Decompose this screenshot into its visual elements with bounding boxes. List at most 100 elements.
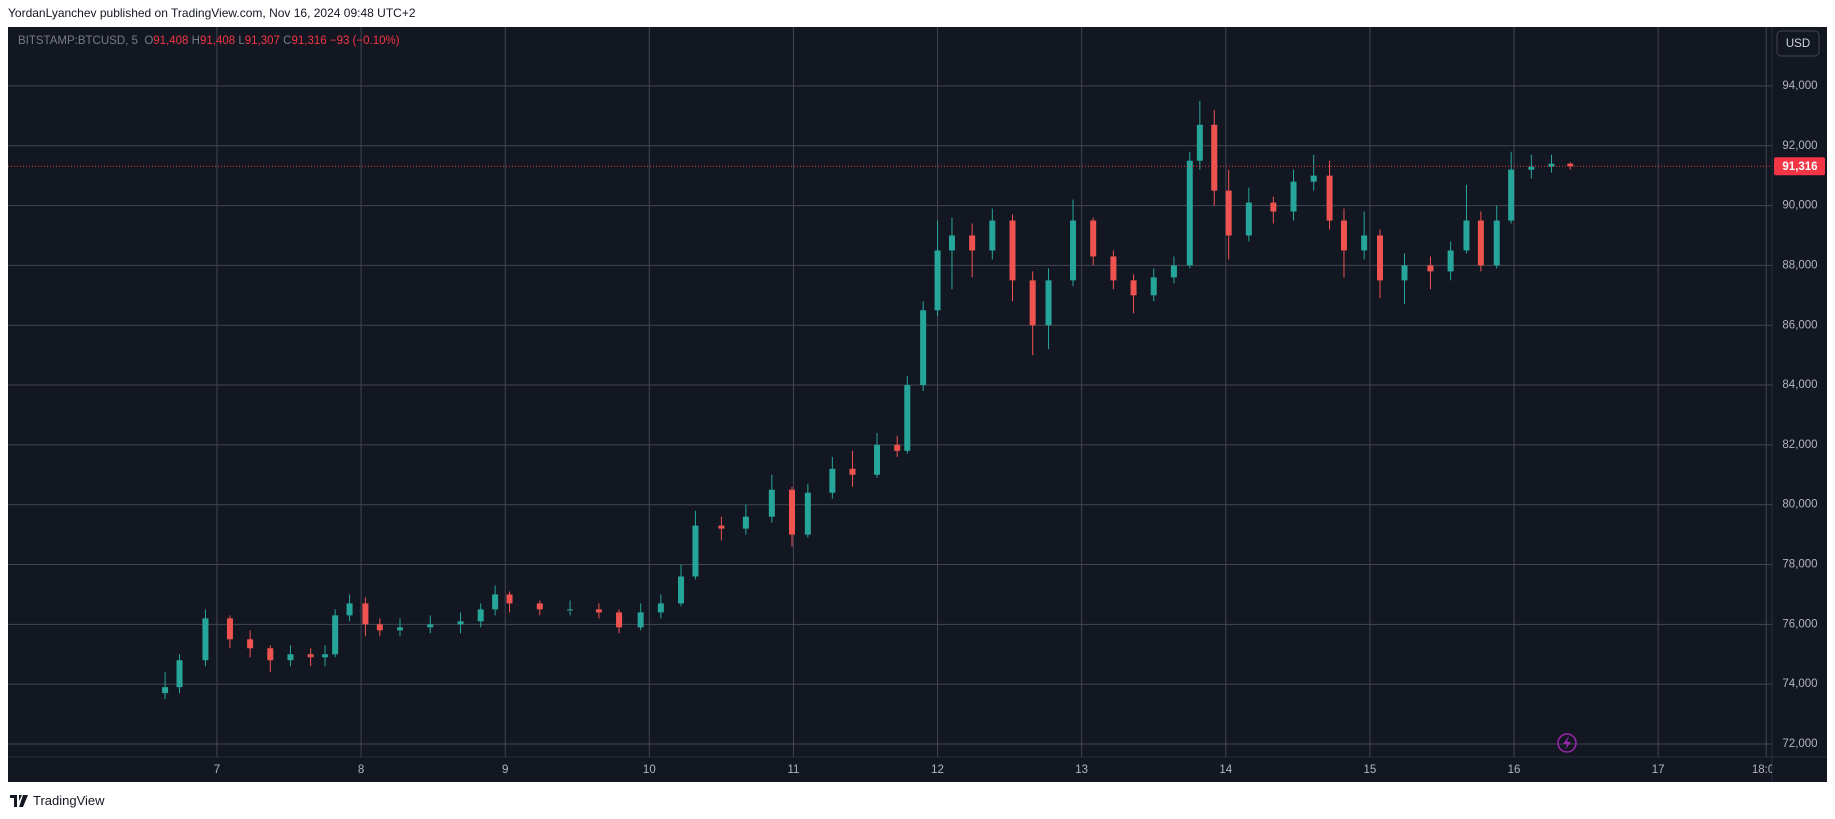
y-tick-label: 78,000 xyxy=(1782,559,1817,571)
candle-body xyxy=(595,609,602,613)
candle-body xyxy=(506,594,513,604)
lightning-circle[interactable] xyxy=(1557,733,1577,753)
footer[interactable]: TradingView xyxy=(10,793,105,808)
candle-body xyxy=(1225,190,1232,236)
candle-body xyxy=(1548,163,1555,167)
candle-body xyxy=(657,603,664,613)
candle-body xyxy=(768,489,775,517)
candle-body xyxy=(1427,265,1434,272)
candle-body xyxy=(1110,256,1117,281)
candle-body xyxy=(1245,202,1252,236)
candle-body xyxy=(162,687,169,694)
brand[interactable]: TradingView xyxy=(33,793,105,808)
candle-body xyxy=(637,612,644,628)
candle-body xyxy=(307,654,314,658)
candle-body xyxy=(1447,250,1454,272)
x-tick-label: 10 xyxy=(643,764,656,776)
chart-panel xyxy=(8,27,1827,782)
y-tick-label: 76,000 xyxy=(1782,618,1817,630)
candle-body xyxy=(1361,235,1368,251)
candle-body xyxy=(1070,220,1077,281)
y-tick-label: 94,000 xyxy=(1782,80,1817,92)
candle-body xyxy=(226,618,233,640)
x-tick-label: 8 xyxy=(358,764,364,776)
publish-info: YordanLyanchev published on TradingView.… xyxy=(8,6,416,20)
candle-body xyxy=(1196,124,1203,161)
x-tick-label: 15 xyxy=(1364,764,1377,776)
change-value: −93 (−0.10%) xyxy=(329,35,400,47)
y-tick-label: 80,000 xyxy=(1782,499,1817,511)
x-tick-label: 18:00 xyxy=(1752,764,1781,776)
candle-body xyxy=(346,603,353,616)
low-value: 91,307 xyxy=(244,35,280,47)
candle-body xyxy=(874,444,881,475)
candle-body xyxy=(969,235,976,251)
candle-body xyxy=(457,621,464,625)
candle-body xyxy=(1326,175,1333,221)
candle-body xyxy=(1528,166,1535,170)
candle-body xyxy=(849,468,856,475)
tv-logo[interactable] xyxy=(10,794,28,807)
h-label: H xyxy=(191,35,200,47)
y-tick-label: 72,000 xyxy=(1782,738,1817,750)
x-tick-label: 9 xyxy=(502,764,508,776)
l-label: L xyxy=(238,35,245,47)
candle-body xyxy=(362,603,369,625)
candle-body xyxy=(1401,265,1408,281)
candle-body xyxy=(1340,220,1347,251)
candle-body xyxy=(894,444,901,451)
x-tick-label: 7 xyxy=(214,764,220,776)
x-tick-label: 13 xyxy=(1075,764,1088,776)
candle-body xyxy=(920,310,927,386)
candle-body xyxy=(1567,163,1574,167)
candle-body xyxy=(1130,280,1137,296)
currency-box[interactable] xyxy=(1776,30,1820,57)
candle-body xyxy=(1090,220,1097,257)
lightning-bolt[interactable] xyxy=(1563,736,1571,750)
candle-body xyxy=(904,385,911,451)
y-tick-label: 82,000 xyxy=(1782,439,1817,451)
candle-body xyxy=(829,468,836,493)
currency-button[interactable]: USD xyxy=(1776,30,1820,57)
candle-body xyxy=(678,576,685,604)
candle-body xyxy=(742,516,749,529)
candle-body xyxy=(1029,280,1036,326)
x-tick-label: 12 xyxy=(931,764,944,776)
candle-body xyxy=(1150,277,1157,296)
high-value: 91,408 xyxy=(199,35,236,47)
candle-body xyxy=(616,612,623,628)
candle-body xyxy=(692,525,699,577)
open-value: 91,408 xyxy=(153,35,189,47)
lightning-icon[interactable] xyxy=(1557,733,1577,753)
currency-label[interactable]: USD xyxy=(1786,38,1810,50)
candle-body xyxy=(427,624,434,628)
candle-body xyxy=(202,618,209,661)
candle-body xyxy=(934,250,941,311)
y-tick-label: 92,000 xyxy=(1782,140,1817,152)
candle-body xyxy=(322,654,329,658)
y-tick-label: 90,000 xyxy=(1782,200,1817,212)
candle-body xyxy=(1170,265,1177,278)
candle-body xyxy=(1508,169,1515,221)
candle-body xyxy=(1270,202,1277,212)
x-tick-label: 17 xyxy=(1652,764,1665,776)
candle-body xyxy=(789,489,795,535)
y-tick-label: 88,000 xyxy=(1782,259,1817,271)
candle-body xyxy=(1477,220,1484,266)
o-label: O xyxy=(144,35,154,47)
candle-body xyxy=(287,654,294,661)
x-tick-label: 16 xyxy=(1508,764,1521,776)
candle-body xyxy=(536,603,543,610)
candle-body xyxy=(1310,175,1317,182)
last-price-label: 91,316 xyxy=(1782,161,1817,173)
close-value: 91,316 xyxy=(291,35,327,47)
y-tick-label: 84,000 xyxy=(1782,379,1817,391)
candle-body xyxy=(989,220,996,251)
candle-body xyxy=(397,627,403,631)
candle-body xyxy=(1045,280,1052,326)
candle-body xyxy=(1290,181,1297,212)
candle-body xyxy=(1493,220,1500,266)
candle-body xyxy=(1009,220,1016,281)
candle-body xyxy=(804,492,811,535)
